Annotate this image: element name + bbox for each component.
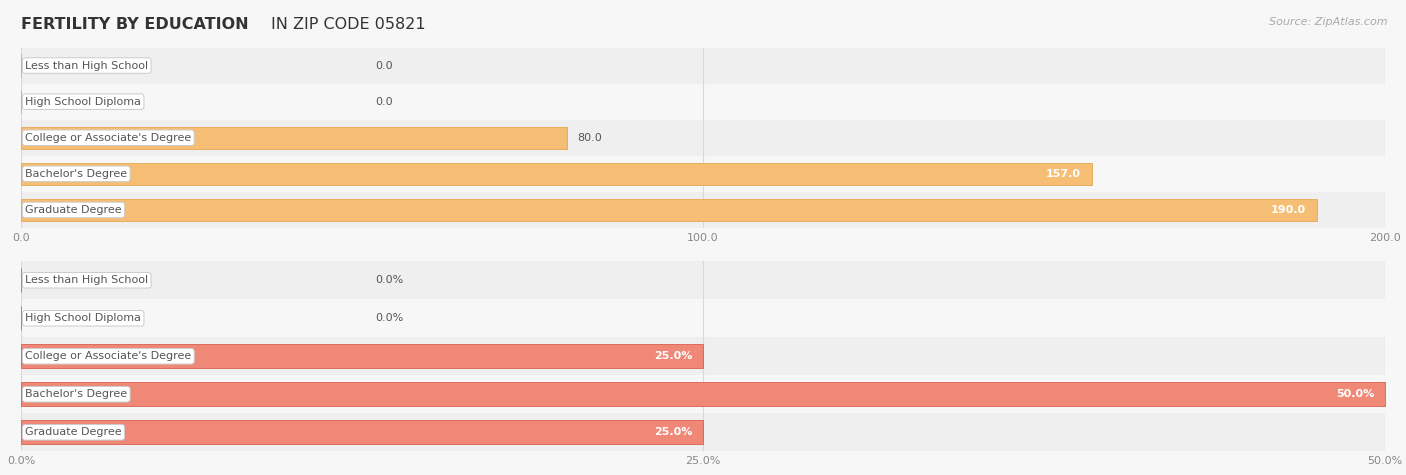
Text: IN ZIP CODE 05821: IN ZIP CODE 05821 [271, 17, 426, 32]
Text: 0.0%: 0.0% [375, 275, 404, 285]
Text: High School Diploma: High School Diploma [25, 96, 141, 107]
Bar [21, 156, 1385, 192]
Bar [21, 126, 567, 149]
Text: Source: ZipAtlas.com: Source: ZipAtlas.com [1270, 17, 1388, 27]
Bar [21, 337, 1385, 375]
Bar [21, 199, 1317, 221]
Bar [21, 420, 703, 444]
Bar [21, 84, 1385, 120]
Text: 0.0: 0.0 [375, 60, 394, 71]
Bar [21, 413, 1385, 451]
Text: 190.0: 190.0 [1271, 205, 1306, 215]
Text: Less than High School: Less than High School [25, 60, 148, 71]
Text: High School Diploma: High School Diploma [25, 313, 141, 323]
Text: Less than High School: Less than High School [25, 275, 148, 285]
Bar [21, 299, 1385, 337]
Text: College or Associate's Degree: College or Associate's Degree [25, 351, 191, 361]
Bar [21, 162, 1091, 185]
Bar [21, 48, 1385, 84]
Text: 0.0%: 0.0% [375, 313, 404, 323]
Text: Bachelor's Degree: Bachelor's Degree [25, 389, 128, 399]
Text: College or Associate's Degree: College or Associate's Degree [25, 133, 191, 143]
Bar [21, 261, 1385, 299]
Text: 0.0: 0.0 [375, 96, 394, 107]
Text: 157.0: 157.0 [1046, 169, 1081, 179]
Bar [21, 120, 1385, 156]
Text: FERTILITY BY EDUCATION: FERTILITY BY EDUCATION [21, 17, 254, 32]
Text: 50.0%: 50.0% [1336, 389, 1374, 399]
Text: 80.0: 80.0 [578, 133, 602, 143]
Text: Graduate Degree: Graduate Degree [25, 427, 122, 437]
Text: 25.0%: 25.0% [654, 427, 692, 437]
Text: 25.0%: 25.0% [654, 351, 692, 361]
Text: Bachelor's Degree: Bachelor's Degree [25, 169, 128, 179]
Bar [21, 192, 1385, 228]
Bar [21, 382, 1385, 406]
Bar [21, 344, 703, 368]
Text: Graduate Degree: Graduate Degree [25, 205, 122, 215]
Bar [21, 375, 1385, 413]
